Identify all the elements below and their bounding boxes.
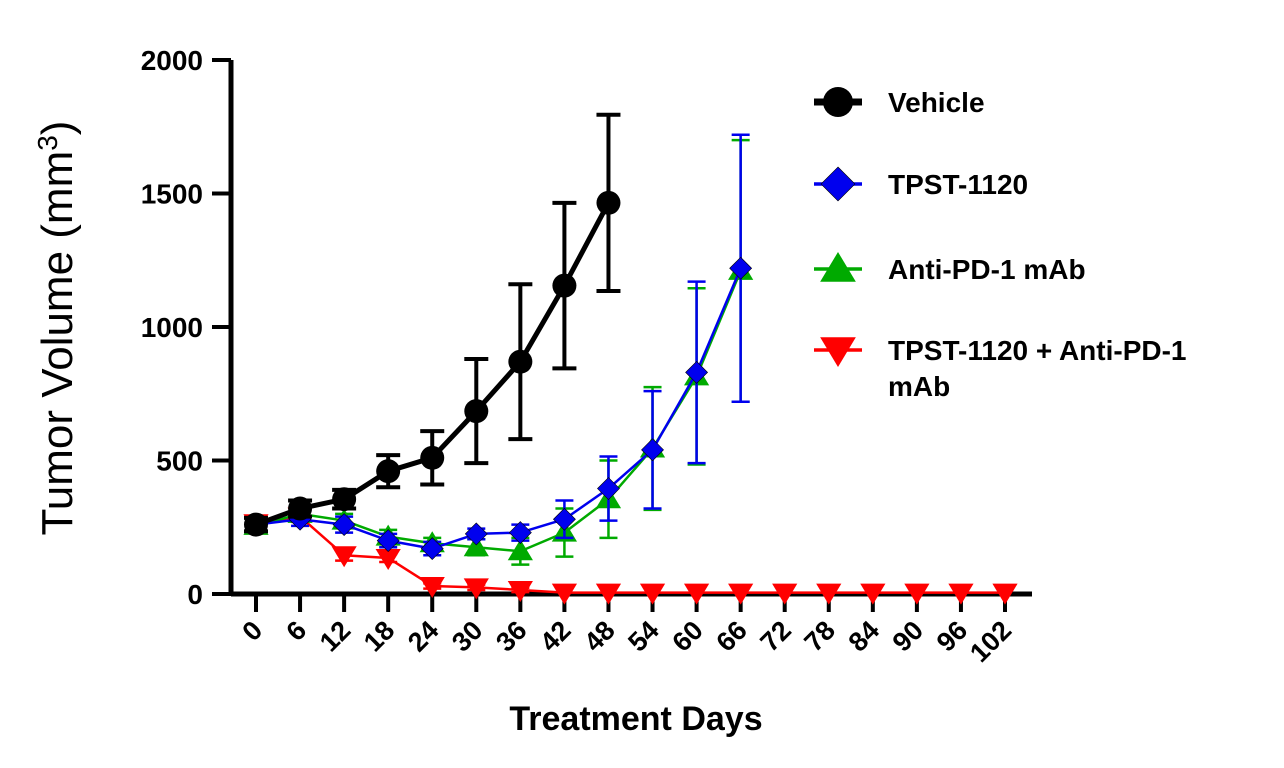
- y-axis-title: Tumor Volume (mm3): [32, 121, 83, 536]
- data-point: [595, 583, 622, 605]
- data-point: [420, 445, 445, 470]
- legend-marker: [823, 87, 853, 117]
- x-tick-label: 42: [534, 615, 576, 657]
- legend-marker: [820, 166, 856, 202]
- data-point: [508, 521, 532, 545]
- data-point: [641, 438, 664, 462]
- series-0: [244, 112, 621, 537]
- data-point: [332, 513, 356, 537]
- y-tick-label: 2000: [141, 45, 203, 76]
- data-point: [729, 256, 753, 280]
- series-3: [243, 507, 1018, 605]
- series-2: [243, 138, 754, 566]
- x-tick-label: 78: [799, 615, 841, 657]
- data-point: [376, 529, 400, 553]
- data-point: [463, 578, 489, 600]
- data-point: [948, 583, 974, 605]
- legend-label: TPST-1120: [888, 169, 1028, 200]
- data-point: [420, 537, 444, 561]
- data-point: [332, 487, 357, 512]
- y-tick-label: 0: [187, 579, 203, 610]
- x-tick-label: 102: [964, 615, 1017, 668]
- data-point: [551, 583, 578, 605]
- legend-label: Vehicle: [888, 87, 985, 118]
- data-point: [639, 583, 666, 605]
- data-point: [507, 539, 533, 561]
- y-tick-label: 1000: [141, 312, 203, 343]
- data-point: [375, 548, 401, 570]
- legend-label-line: Anti-PD-1 mAb: [888, 254, 1086, 285]
- data-point: [597, 477, 620, 500]
- legend-label: TPST-1120 + Anti-PD-1 mAb: [888, 335, 1187, 402]
- legend-item-3: TPST-1120 + Anti-PD-1 mAb: [814, 335, 1187, 402]
- y-axis-title-suffix: ): [33, 121, 82, 136]
- data-point: [464, 399, 489, 424]
- legend-label: Anti-PD-1 mAb: [888, 254, 1086, 285]
- x-tick-label: 72: [754, 615, 796, 657]
- series-line: [255, 515, 1005, 594]
- y-tick-label: 1500: [141, 179, 203, 210]
- data-point: [288, 496, 313, 521]
- x-tick-label: 24: [402, 615, 444, 657]
- data-point: [683, 583, 710, 605]
- y-tick-label: 500: [156, 446, 203, 477]
- data-point: [904, 583, 930, 605]
- data-point: [464, 522, 488, 546]
- data-point: [860, 583, 886, 605]
- data-point: [552, 273, 577, 298]
- x-tick-label: 60: [666, 615, 708, 657]
- x-tick-label: 66: [710, 615, 752, 657]
- data-point: [508, 349, 533, 374]
- legend-label-line: TPST-1120 + Anti-PD-1: [888, 335, 1187, 366]
- legend-item-0: Vehicle: [814, 87, 985, 118]
- y-axis-title-main: Tumor Volume (mm: [33, 151, 82, 536]
- legend-label-line: mAb: [888, 371, 950, 402]
- x-axis-title: Treatment Days: [509, 700, 762, 738]
- x-tick-label: 18: [358, 615, 400, 657]
- legend-item-2: Anti-PD-1 mAb: [814, 252, 1086, 285]
- series-line: [255, 270, 742, 553]
- data-point: [331, 546, 357, 568]
- x-tick-label: 6: [280, 615, 312, 647]
- data-point: [685, 360, 709, 384]
- legend-marker: [820, 252, 856, 282]
- data-point: [419, 576, 445, 598]
- legend-label-line: Vehicle: [888, 87, 985, 118]
- x-tick-label: 12: [314, 615, 356, 657]
- data-point: [552, 507, 576, 531]
- data-point: [816, 583, 842, 605]
- x-tick-label: 36: [490, 615, 532, 657]
- legend-marker: [820, 337, 856, 367]
- series-1: [244, 133, 753, 561]
- legend-item-1: TPST-1120: [814, 166, 1028, 202]
- data-point: [376, 459, 401, 484]
- data-point: [463, 535, 489, 557]
- legend: Vehicle TPST-1120 Anti-PD-1 mAb TPST-1120 +…: [814, 87, 1187, 402]
- data-point: [772, 583, 798, 605]
- x-tick-label: 90: [887, 615, 929, 657]
- data-point: [507, 580, 533, 602]
- series: [243, 112, 1018, 605]
- x-tick-label: 84: [843, 615, 885, 657]
- data-point: [596, 190, 621, 215]
- x-tick-label: 54: [622, 615, 664, 657]
- x-tick-label: 30: [446, 615, 488, 657]
- y-axis-title-superscript: 3: [32, 135, 63, 151]
- x-tick-label: 48: [578, 615, 620, 657]
- data-point: [728, 583, 754, 605]
- data-point: [992, 583, 1018, 605]
- legend-label-line: TPST-1120: [888, 169, 1028, 200]
- x-tick-label: 0: [236, 615, 268, 647]
- series-line: [255, 267, 742, 550]
- data-point: [244, 512, 268, 537]
- x-tick-label: 96: [931, 615, 973, 657]
